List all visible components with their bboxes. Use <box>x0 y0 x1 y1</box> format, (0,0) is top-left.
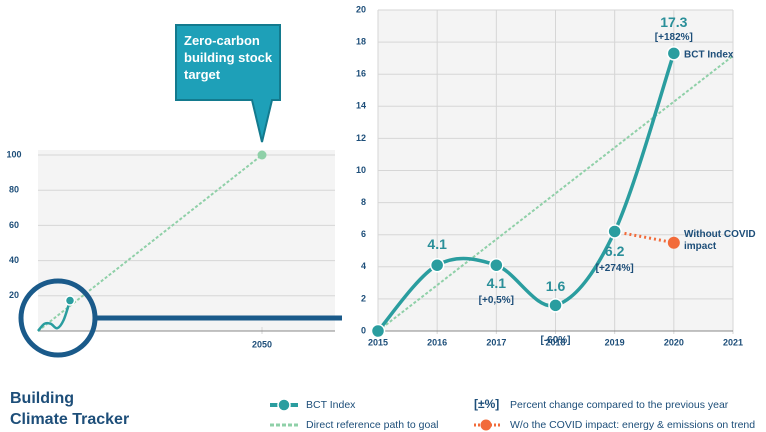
y-tick-label: 6 <box>361 229 366 239</box>
data-label: 6.2 <box>605 243 625 259</box>
change-label: [+182%] <box>655 32 693 43</box>
y-tick-label: 4 <box>361 261 366 271</box>
legend-label: Direct reference path to goal <box>306 419 439 431</box>
x-tick-label: 2017 <box>486 337 506 347</box>
legend-label: W/o the COVID impact: energy & emissions… <box>510 419 755 431</box>
zoom-circle <box>18 278 98 358</box>
data-label: 4.1 <box>487 275 507 291</box>
y-tick-label: 80 <box>9 185 19 195</box>
covid-marker <box>667 236 680 249</box>
reference-line <box>378 54 733 331</box>
y-tick-label: 0 <box>361 325 366 335</box>
covid-label: Without COVID impact <box>684 229 756 252</box>
change-label: [+0,5%] <box>479 295 514 306</box>
y-tick-label: 40 <box>9 255 19 265</box>
x-tick-label: 2015 <box>368 337 388 347</box>
data-label: 1.6 <box>546 278 566 294</box>
y-tick-label: 20 <box>9 290 19 300</box>
covid-annotation: Without COVID impact <box>684 229 756 252</box>
y-tick-label: 14 <box>356 101 366 111</box>
covid-line <box>614 230 675 245</box>
change-label: [-60%] <box>540 335 570 346</box>
x-tick-label: 2016 <box>427 337 447 347</box>
legend-label: Percent change compared to the previous … <box>510 399 729 411</box>
callout-text: Zero-carbon building stock target <box>184 33 273 82</box>
bct-line <box>37 300 72 332</box>
reference-line <box>37 154 263 332</box>
bct-marker <box>607 224 622 239</box>
data-label: 17.3 <box>660 14 687 30</box>
y-tick-label: 2 <box>361 293 366 303</box>
x-tick-label: 2050 <box>252 339 272 349</box>
callout: Zero-carbon building stock target <box>184 33 273 82</box>
legend-marker <box>277 398 291 412</box>
brand: Building Climate Tracker <box>10 390 130 428</box>
legend-label: BCT Index <box>306 399 356 411</box>
y-tick-label: 60 <box>9 220 19 230</box>
data-label: 4.1 <box>427 236 447 252</box>
x-tick-label: 2020 <box>664 337 684 347</box>
legend-marker <box>480 419 492 431</box>
bct-marker <box>64 295 76 306</box>
left-panel <box>38 150 335 331</box>
x-tick-label: 2018 <box>545 337 565 347</box>
bct-marker <box>666 46 682 61</box>
legend-symbol: [±%] <box>474 397 499 411</box>
series-label: BCT Index <box>684 50 734 61</box>
y-tick-label: 18 <box>356 36 366 46</box>
y-tick-label: 100 <box>6 149 21 159</box>
callout-box <box>175 24 281 143</box>
y-tick-label: 10 <box>356 165 366 175</box>
y-tick-label: 8 <box>361 197 366 207</box>
x-tick-label: 2021 <box>723 337 743 347</box>
bct-marker <box>370 323 386 339</box>
bct-marker <box>548 298 563 313</box>
target-marker <box>257 150 267 160</box>
y-tick-label: 12 <box>356 133 366 143</box>
bct-marker <box>429 257 445 273</box>
change-label: [+274%] <box>596 263 634 274</box>
bct-marker <box>489 257 504 273</box>
x-tick-label: 2019 <box>605 337 625 347</box>
brand-text: Building Climate Tracker <box>10 390 130 428</box>
y-tick-label: 20 <box>356 4 366 14</box>
y-tick-label: 16 <box>356 69 366 79</box>
